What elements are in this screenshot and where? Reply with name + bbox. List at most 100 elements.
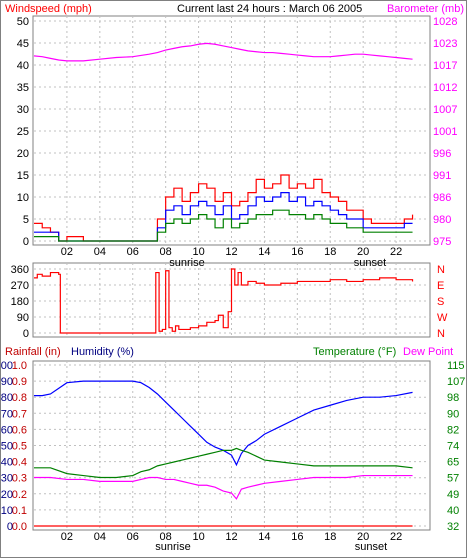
x-tick-label: 16 bbox=[291, 531, 303, 543]
wind-y-tick: 35 bbox=[17, 82, 29, 94]
windspeed-label: Windspeed (mph) bbox=[5, 3, 92, 15]
humidity-y-tick: 70 bbox=[1, 408, 13, 420]
rain-y-tick: 0.0 bbox=[12, 521, 27, 533]
series-line-dew-point bbox=[34, 474, 413, 500]
x-tick-label: 04 bbox=[94, 531, 106, 543]
chart-title: Current last 24 hours : March 06 2005 bbox=[177, 3, 362, 15]
compass-y-tick: N bbox=[437, 328, 445, 340]
x-tick-label: 14 bbox=[258, 531, 270, 543]
temperature-label: Temperature (°F) bbox=[313, 346, 396, 358]
temp-y-tick: 40 bbox=[447, 505, 459, 517]
wind-y-tick: 10 bbox=[17, 192, 29, 204]
direction-y-tick: 360 bbox=[11, 264, 29, 276]
direction-y-tick: 180 bbox=[11, 296, 29, 308]
barometer-y-tick: 1001 bbox=[433, 126, 457, 138]
barometer-y-tick: 1017 bbox=[433, 60, 457, 72]
rain-y-tick: 0.2 bbox=[12, 489, 27, 501]
rainfall-label: Rainfall (in) bbox=[5, 346, 61, 358]
wind-y-tick: 5 bbox=[23, 214, 29, 226]
humidity-y-tick: 20 bbox=[1, 489, 13, 501]
temp-y-tick: 32 bbox=[447, 521, 459, 533]
temp-y-tick: 90 bbox=[447, 408, 459, 420]
rain-y-tick: 0.5 bbox=[12, 441, 27, 453]
sunset-label-1: sunset bbox=[354, 257, 386, 269]
compass-y-tick: N bbox=[437, 264, 445, 276]
x-tick-label: 22 bbox=[390, 531, 402, 543]
wind-y-tick: 20 bbox=[17, 148, 29, 160]
rain-y-tick: 0.1 bbox=[12, 505, 27, 517]
rain-y-tick: 0.6 bbox=[12, 424, 27, 436]
x-tick-label: 22 bbox=[390, 246, 402, 258]
humidity-y-tick: 50 bbox=[1, 441, 13, 453]
humidity-y-tick: 40 bbox=[1, 457, 13, 469]
rain-y-tick: 0.4 bbox=[12, 457, 27, 469]
compass-y-tick: E bbox=[437, 280, 444, 292]
wind-y-tick: 45 bbox=[17, 38, 29, 50]
rain-y-tick: 0.3 bbox=[12, 473, 27, 485]
humidity-y-tick: 0 bbox=[7, 521, 13, 533]
series-line-temperature-f- bbox=[34, 447, 413, 479]
x-tick-label: 06 bbox=[127, 246, 139, 258]
x-tick-label: 16 bbox=[291, 246, 303, 258]
barometer-y-tick: 980 bbox=[433, 214, 451, 226]
direction-y-tick: 90 bbox=[17, 312, 29, 324]
rain-y-tick: 0.8 bbox=[12, 392, 27, 404]
barometer-y-tick: 996 bbox=[433, 148, 451, 160]
humidity-y-tick: 10 bbox=[1, 505, 13, 517]
temp-y-tick: 57 bbox=[447, 473, 459, 485]
series-line-lull bbox=[34, 209, 413, 242]
x-tick-label: 18 bbox=[324, 246, 336, 258]
temp-y-tick: 74 bbox=[447, 441, 459, 453]
barometer-y-tick: 975 bbox=[433, 236, 451, 248]
x-tick-label: 08 bbox=[160, 531, 172, 543]
barometer-y-tick: 1012 bbox=[433, 82, 457, 94]
x-tick-label: 10 bbox=[192, 531, 204, 543]
temp-y-tick: 107 bbox=[447, 376, 465, 388]
barometer-label: Barometer (mb) bbox=[387, 3, 464, 15]
temp-y-tick: 65 bbox=[447, 457, 459, 469]
x-tick-label: 12 bbox=[225, 531, 237, 543]
humidity-label: Humidity (%) bbox=[71, 346, 134, 358]
wind-y-tick: 50 bbox=[17, 16, 29, 28]
x-tick-label: 14 bbox=[258, 246, 270, 258]
direction-y-tick: 270 bbox=[11, 280, 29, 292]
temp-y-tick: 49 bbox=[447, 489, 459, 501]
rain-y-tick: 1.0 bbox=[12, 360, 27, 372]
wind-y-tick: 0 bbox=[23, 236, 29, 248]
x-tick-label: 02 bbox=[61, 531, 73, 543]
dewpoint-label: Dew Point bbox=[403, 346, 453, 358]
x-tick-label: 20 bbox=[357, 246, 369, 258]
humidity-y-tick: 100 bbox=[1, 360, 13, 372]
humidity-y-tick: 60 bbox=[1, 424, 13, 436]
x-tick-label: 12 bbox=[225, 246, 237, 258]
x-tick-label: 06 bbox=[127, 531, 139, 543]
series-line-barometer bbox=[33, 42, 413, 62]
compass-y-tick: S bbox=[437, 296, 444, 308]
barometer-y-tick: 986 bbox=[433, 192, 451, 204]
barometer-y-tick: 1023 bbox=[433, 38, 457, 50]
humidity-y-tick: 90 bbox=[1, 376, 13, 388]
barometer-y-tick: 991 bbox=[433, 170, 451, 182]
wind-y-tick: 40 bbox=[17, 60, 29, 72]
wind-y-tick: 15 bbox=[17, 170, 29, 182]
x-tick-label: 08 bbox=[160, 246, 172, 258]
sunset-label-2: sunset bbox=[355, 541, 387, 553]
sunrise-label-1: sunrise bbox=[169, 257, 204, 269]
x-tick-label: 04 bbox=[94, 246, 106, 258]
temp-y-tick: 98 bbox=[447, 392, 459, 404]
temp-y-tick: 82 bbox=[447, 424, 459, 436]
x-tick-label: 02 bbox=[61, 246, 73, 258]
x-tick-label: 18 bbox=[324, 531, 336, 543]
x-tick-label: 20 bbox=[357, 531, 369, 543]
temp-y-tick: 115 bbox=[447, 360, 465, 372]
rain-y-tick: 0.9 bbox=[12, 376, 27, 388]
barometer-y-tick: 1007 bbox=[433, 104, 457, 116]
barometer-y-tick: 1028 bbox=[433, 16, 457, 28]
series-line-humidity- bbox=[34, 380, 413, 467]
rain-y-tick: 0.7 bbox=[12, 408, 27, 420]
wind-y-tick: 25 bbox=[17, 126, 29, 138]
compass-y-tick: W bbox=[437, 312, 448, 324]
humidity-y-tick: 80 bbox=[1, 392, 13, 404]
